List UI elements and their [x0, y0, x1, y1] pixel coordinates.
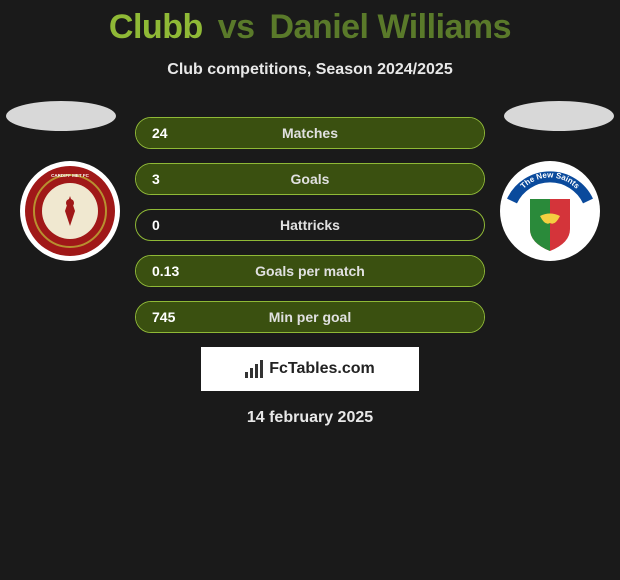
tns-logo-icon: The New Saints: [500, 161, 600, 261]
date-text: 14 february 2025: [0, 409, 620, 427]
stat-value: 745: [152, 309, 175, 325]
watermark: FcTables.com: [201, 347, 419, 391]
stat-label: Hattricks: [280, 217, 340, 233]
player-silhouette-left: [6, 101, 116, 131]
club-logo-right: The New Saints: [500, 161, 600, 261]
content-area: CARDIFF MET FC The New Saints 24 Matches…: [0, 101, 620, 427]
svg-text:CARDIFF MET FC: CARDIFF MET FC: [51, 173, 89, 178]
player-silhouette-right: [504, 101, 614, 131]
stat-label: Goals: [291, 171, 330, 187]
stat-row-hattricks: 0 Hattricks: [135, 209, 485, 241]
stat-value: 24: [152, 125, 168, 141]
bar-chart-icon: [245, 360, 263, 378]
stat-value: 0: [152, 217, 160, 233]
stat-value: 3: [152, 171, 160, 187]
stat-value: 0.13: [152, 263, 179, 279]
stat-row-goals-per-match: 0.13 Goals per match: [135, 255, 485, 287]
page-title: Clubb vs Daniel Williams: [0, 8, 620, 47]
title-player-right: Daniel Williams: [269, 8, 511, 46]
stat-label: Goals per match: [255, 263, 365, 279]
club-logo-left: CARDIFF MET FC: [20, 161, 120, 261]
stat-label: Matches: [282, 125, 338, 141]
subtitle: Club competitions, Season 2024/2025: [0, 61, 620, 79]
header: Clubb vs Daniel Williams Club competitio…: [0, 0, 620, 79]
title-vs: vs: [218, 8, 255, 46]
title-player-left: Clubb: [109, 8, 203, 46]
stat-row-matches: 24 Matches: [135, 117, 485, 149]
stat-label: Min per goal: [269, 309, 351, 325]
stat-row-goals: 3 Goals: [135, 163, 485, 195]
watermark-text: FcTables.com: [269, 360, 375, 378]
stats-container: 24 Matches 3 Goals 0 Hattricks 0.13 Goal…: [135, 101, 485, 333]
cardiff-logo-icon: CARDIFF MET FC: [20, 161, 120, 261]
stat-row-min-per-goal: 745 Min per goal: [135, 301, 485, 333]
